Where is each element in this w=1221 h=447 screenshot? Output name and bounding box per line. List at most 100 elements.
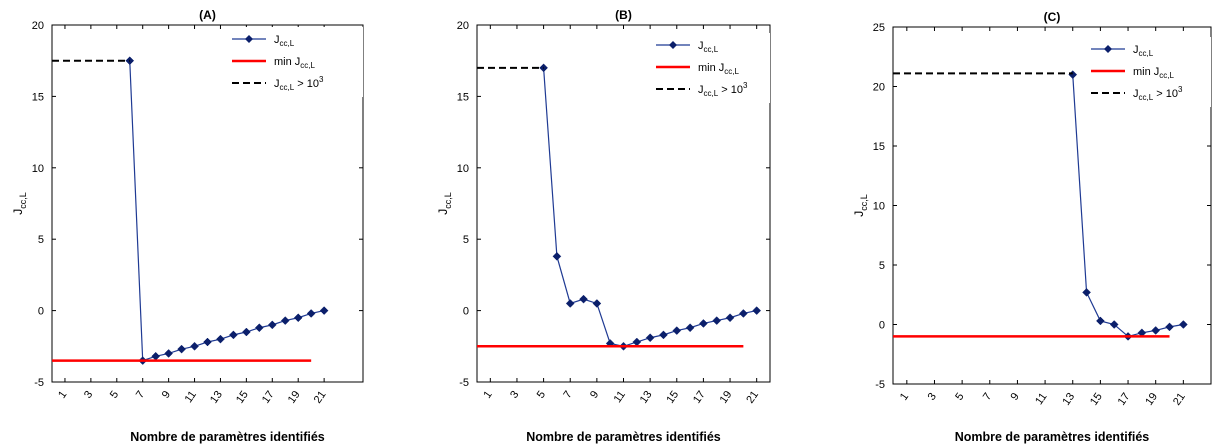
x-tick-label: 21: [1171, 391, 1188, 408]
data-point-marker: [1109, 320, 1119, 329]
x-tick-label: 1: [481, 389, 494, 401]
y-tick-label: 20: [873, 82, 885, 94]
data-point-marker: [293, 313, 303, 323]
data-point-marker: [267, 320, 277, 330]
legend-label-sup: 3: [319, 75, 324, 84]
x-axis-label: Nombre de paramètres identifiés: [526, 430, 721, 444]
data-point-marker: [752, 306, 762, 315]
data-point-marker: [699, 319, 708, 328]
data-point-marker: [254, 323, 264, 333]
data-point-marker: [190, 341, 199, 351]
legend-label-sub: cc,L: [704, 45, 719, 54]
x-axis-label: Nombre de paramètres identifiés: [130, 430, 325, 444]
data-point-marker: [306, 309, 316, 318]
data-point-marker: [1178, 320, 1188, 329]
legend-entry-label: min Jcc,L: [1133, 66, 1175, 80]
data-point-marker: [242, 327, 251, 337]
y-tick-label: 25: [873, 22, 885, 34]
y-axis-label-main: J: [11, 209, 25, 215]
legend-label-sub: cc,L: [1159, 71, 1174, 80]
data-point-marker: [659, 330, 668, 340]
legend-label-sub: cc,L: [1139, 93, 1154, 102]
data-point-marker: [203, 337, 212, 347]
legend-label-sup: 3: [743, 81, 748, 90]
legend-label-sub: cc,L: [704, 89, 719, 98]
legend-swatch-marker: [245, 35, 253, 43]
y-tick-label: 0: [38, 306, 44, 318]
y-tick-label: 15: [457, 91, 469, 103]
x-tick-label: 3: [508, 389, 521, 401]
data-point-marker: [229, 330, 238, 340]
data-point-marker: [552, 251, 562, 261]
data-point-marker: [1082, 288, 1091, 297]
x-tick-label: 21: [744, 389, 761, 406]
y-tick-label: 5: [38, 234, 44, 246]
legend-label-main: J: [698, 84, 704, 96]
y-axis-label-main: J: [852, 211, 866, 217]
legend-label-main: min J: [698, 62, 724, 74]
x-tick-label: 9: [588, 389, 601, 401]
y-tick-label: 5: [879, 260, 885, 272]
y-axis-label-sub: cc,L: [18, 192, 28, 209]
legend-entry-label: min Jcc,L: [274, 56, 316, 70]
x-tick-label: 13: [1060, 391, 1077, 408]
legend-swatch-marker: [1104, 45, 1112, 53]
y-tick-label: 10: [32, 163, 44, 175]
data-point-marker: [164, 349, 173, 358]
y-axis-label-main: J: [436, 209, 450, 215]
legend-entry-label: min Jcc,L: [698, 62, 740, 76]
legend-label-extra: > 10: [718, 84, 743, 96]
x-tick-label: 11: [1033, 391, 1049, 407]
x-tick-label: 17: [691, 389, 708, 406]
x-tick-label: 5: [108, 389, 121, 401]
data-point-marker: [579, 294, 588, 304]
x-axis-label: Nombre de paramètres identifiés: [955, 430, 1150, 444]
y-axis-label: Jcc,L: [436, 192, 453, 215]
legend-label-sub: cc,L: [1139, 49, 1154, 58]
y-tick-label: -5: [34, 377, 44, 389]
legend-label-main: J: [1133, 44, 1139, 56]
x-tick-label: 11: [183, 389, 199, 405]
y-axis-label-sub: cc,L: [443, 192, 453, 209]
chart-title: (A): [199, 8, 216, 22]
x-tick-label: 17: [1116, 391, 1133, 408]
data-point-marker: [1165, 322, 1174, 332]
x-tick-label: 21: [312, 389, 329, 406]
x-tick-label: 3: [926, 391, 939, 403]
y-tick-label: 5: [463, 234, 469, 246]
data-point-marker: [672, 326, 682, 335]
x-tick-label: 13: [638, 389, 655, 406]
series-line: [129, 60, 325, 362]
x-tick-label: 9: [1009, 391, 1022, 403]
x-tick-label: 5: [953, 391, 966, 403]
legend-entry-label: Jcc,L > 103: [698, 81, 748, 98]
legend-label-sub: cc,L: [300, 61, 315, 70]
x-tick-label: 17: [260, 389, 277, 406]
legend-label-sup: 3: [1178, 85, 1183, 94]
data-point-marker: [712, 316, 722, 325]
legend-label-extra: > 10: [294, 78, 319, 90]
y-tick-label: 15: [32, 91, 44, 103]
data-point-marker: [725, 313, 735, 323]
data-point-marker: [280, 316, 290, 325]
y-tick-label: 15: [873, 141, 885, 153]
legend-entry-label: Jcc,L > 103: [1133, 85, 1183, 102]
legend-label-main: min J: [274, 56, 300, 68]
legend-label-sub: cc,L: [724, 67, 739, 76]
y-axis-label-sub: cc,L: [859, 194, 869, 211]
legend-label-main: J: [274, 78, 280, 90]
data-point-marker: [565, 299, 575, 308]
y-tick-label: 20: [457, 20, 469, 32]
legend-label-sub: cc,L: [280, 39, 295, 48]
x-tick-label: 9: [160, 389, 173, 401]
data-point-marker: [1096, 316, 1105, 326]
y-tick-label: 20: [32, 20, 44, 32]
x-tick-label: 1: [898, 391, 911, 403]
legend-entry-label: Jcc,L: [274, 34, 295, 48]
x-tick-label: 15: [1088, 391, 1105, 408]
